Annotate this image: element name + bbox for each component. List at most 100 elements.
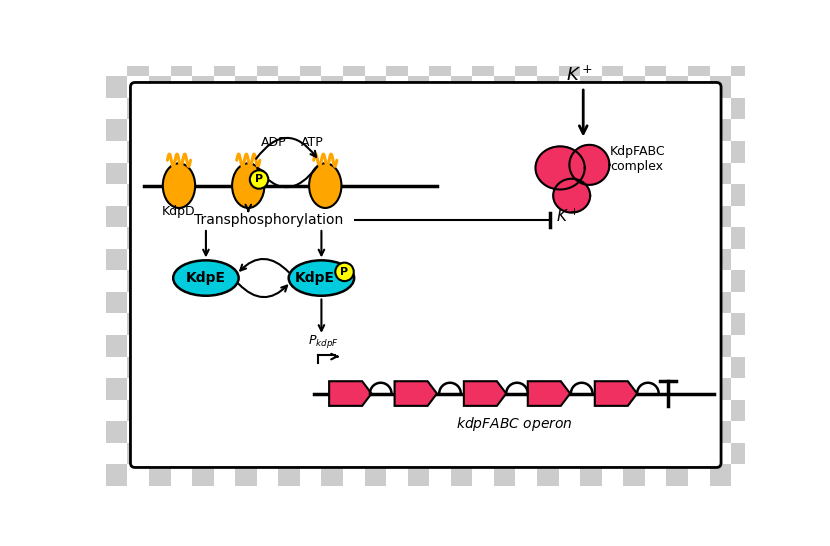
Bar <box>235 206 256 227</box>
Bar <box>559 141 580 163</box>
Bar <box>559 443 580 465</box>
Bar <box>149 206 170 227</box>
Bar <box>429 313 451 335</box>
Bar <box>192 335 213 357</box>
Bar <box>213 400 235 422</box>
Bar <box>170 443 192 465</box>
Bar <box>494 206 515 227</box>
Bar <box>278 163 300 184</box>
Bar <box>408 422 429 443</box>
Bar <box>710 33 731 55</box>
Bar <box>429 141 451 163</box>
Bar <box>515 141 537 163</box>
Bar <box>213 227 235 249</box>
Bar <box>731 98 753 120</box>
Bar <box>343 270 364 292</box>
Bar <box>515 270 537 292</box>
Bar <box>494 76 515 98</box>
Bar <box>451 335 472 357</box>
Bar <box>688 357 710 378</box>
Bar <box>213 443 235 465</box>
Bar <box>451 378 472 400</box>
Bar <box>149 120 170 141</box>
Bar <box>602 313 623 335</box>
Bar <box>192 206 213 227</box>
Bar <box>386 400 408 422</box>
Bar <box>623 33 645 55</box>
Bar <box>472 98 494 120</box>
Circle shape <box>250 170 268 189</box>
Bar <box>559 55 580 76</box>
Bar <box>472 443 494 465</box>
Bar <box>537 378 559 400</box>
Bar <box>235 163 256 184</box>
Bar <box>494 249 515 270</box>
Bar <box>106 163 127 184</box>
Bar <box>256 141 278 163</box>
Bar <box>343 98 364 120</box>
Bar <box>602 98 623 120</box>
Bar <box>688 400 710 422</box>
Bar <box>494 465 515 486</box>
Bar <box>537 292 559 313</box>
Bar <box>515 184 537 206</box>
Bar <box>192 378 213 400</box>
Bar <box>710 335 731 357</box>
Bar <box>580 465 602 486</box>
Bar <box>127 400 149 422</box>
Bar <box>127 357 149 378</box>
Bar <box>127 270 149 292</box>
Bar <box>537 76 559 98</box>
Bar <box>623 292 645 313</box>
Bar <box>256 400 278 422</box>
Bar <box>731 400 753 422</box>
Bar <box>731 313 753 335</box>
Bar <box>106 465 127 486</box>
Bar <box>688 55 710 76</box>
Bar <box>602 227 623 249</box>
Bar <box>106 120 127 141</box>
Bar <box>170 184 192 206</box>
Bar <box>515 443 537 465</box>
Bar <box>321 422 343 443</box>
Bar <box>321 33 343 55</box>
Bar <box>710 378 731 400</box>
Bar <box>300 313 321 335</box>
Bar <box>494 292 515 313</box>
Bar <box>386 141 408 163</box>
Bar <box>429 98 451 120</box>
Bar <box>408 378 429 400</box>
Bar <box>127 443 149 465</box>
Bar <box>494 378 515 400</box>
Bar <box>602 270 623 292</box>
Bar <box>753 422 774 443</box>
Bar <box>429 270 451 292</box>
Bar <box>386 98 408 120</box>
Bar <box>106 206 127 227</box>
Bar <box>321 335 343 357</box>
Bar <box>710 422 731 443</box>
Bar <box>602 357 623 378</box>
Bar <box>623 206 645 227</box>
Bar <box>278 76 300 98</box>
Bar <box>213 141 235 163</box>
Bar <box>300 357 321 378</box>
Bar <box>472 227 494 249</box>
Bar <box>106 33 127 55</box>
Bar <box>753 206 774 227</box>
Bar <box>429 443 451 465</box>
Bar <box>515 98 537 120</box>
Bar <box>688 98 710 120</box>
Bar <box>127 313 149 335</box>
Bar <box>515 313 537 335</box>
Bar <box>537 163 559 184</box>
Bar <box>753 163 774 184</box>
Bar <box>278 249 300 270</box>
Bar <box>753 335 774 357</box>
Bar <box>256 313 278 335</box>
Text: $K^+$: $K^+$ <box>566 66 593 85</box>
Text: KdpE: KdpE <box>295 271 334 285</box>
Bar <box>127 55 149 76</box>
Bar <box>645 270 666 292</box>
Bar <box>213 357 235 378</box>
